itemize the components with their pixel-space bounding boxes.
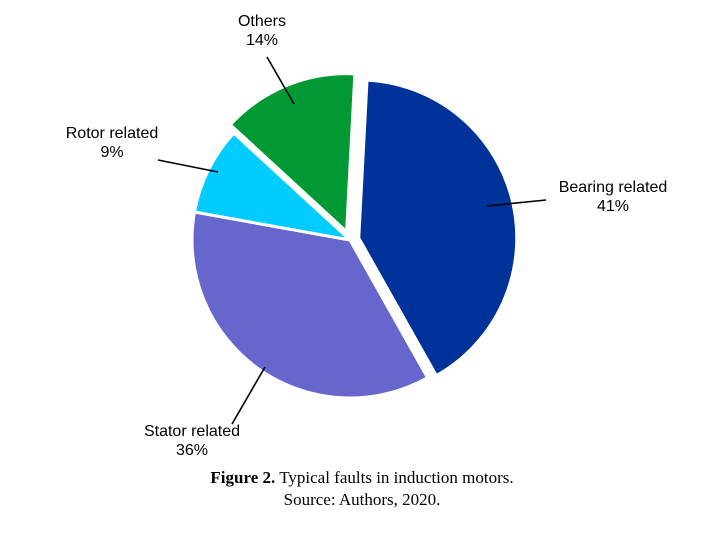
pie-slice-others	[228, 72, 357, 234]
slice-label-stator-related: Stator related	[144, 423, 240, 440]
figure-number: Figure 2.	[210, 468, 276, 487]
slice-value-bearing-related: 41%	[597, 198, 629, 215]
pie-slice-bearing-related	[357, 78, 519, 378]
slice-value-stator-related: 36%	[176, 442, 208, 459]
figure-caption: Figure 2. Typical faults in induction mo…	[0, 468, 724, 488]
slice-value-rotor-related: 9%	[100, 144, 123, 161]
leader-line-bearing-related	[486, 199, 547, 207]
slice-value-others: 14%	[246, 32, 278, 49]
pie-slice-stator-related	[190, 210, 430, 400]
figure-source: Source: Authors, 2020.	[283, 490, 441, 509]
figure-title: Typical faults in induction motors.	[275, 468, 514, 487]
slice-label-rotor-related: Rotor related	[66, 125, 159, 142]
slice-label-others: Others	[238, 13, 286, 30]
leader-line-others	[266, 56, 295, 105]
leader-line-rotor-related	[157, 159, 219, 173]
leader-line-stator-related	[231, 366, 266, 425]
slice-label-bearing-related: Bearing related	[559, 179, 668, 196]
